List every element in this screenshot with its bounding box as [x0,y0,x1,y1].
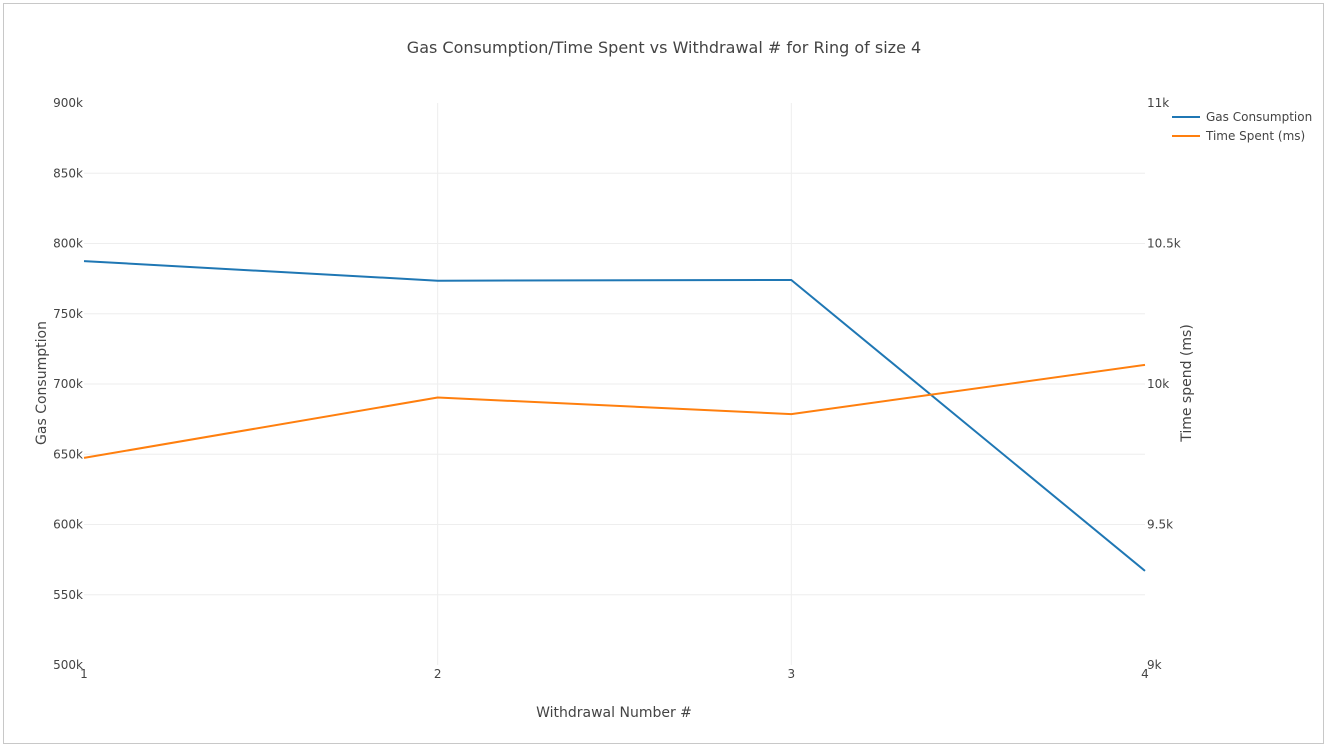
gas-consumption-line [83,260,1146,572]
chart-title: Gas Consumption/Time Spent vs Withdrawal… [407,38,921,57]
y-tick-labels: 500k 550k 600k 650k 700k 750k 800k 850k 900k [53,96,83,672]
y2-tick-label: 10.5k [1147,237,1181,251]
y-tick-label: 850k [53,166,83,180]
y2-tick-label: 9.5k [1147,518,1173,532]
y-tick-label: 700k [53,377,83,391]
y-tick-label: 900k [53,96,83,110]
y2-axis-title: Time spend (ms) [1179,324,1195,443]
y-tick-label: 650k [53,447,83,461]
y-tick-label: 500k [53,658,83,672]
y2-tick-labels: 9k 9.5k 10k 10.5k 11k [1147,96,1181,672]
y2-tick-label: 9k [1147,658,1162,672]
y-gridlines [84,172,1145,596]
y-tick-label: 750k [53,307,83,321]
legend-label-time-spent: Time Spent (ms) [1205,129,1305,143]
x-tick-label: 1 [80,667,88,681]
y2-tick-label: 11k [1147,96,1169,110]
y-axis-title: Gas Consumption [34,321,50,445]
y-tick-label: 600k [53,518,83,532]
x-axis-title: Withdrawal Number # [536,705,692,721]
x-tick-label: 3 [788,667,796,681]
y2-tick-label: 10k [1147,377,1169,391]
legend[interactable]: Gas Consumption Time Spent (ms) [1172,110,1312,143]
y-tick-label: 550k [53,588,83,602]
legend-label-gas-consumption: Gas Consumption [1206,110,1312,124]
y-tick-label: 800k [53,237,83,251]
chart-frame [3,3,1324,744]
x-tick-labels: 1 2 3 4 [80,667,1149,681]
x-tick-label: 2 [434,667,442,681]
time-spent-line [83,363,1146,459]
series-lines [83,260,1146,572]
x-tick-label: 4 [1141,667,1149,681]
